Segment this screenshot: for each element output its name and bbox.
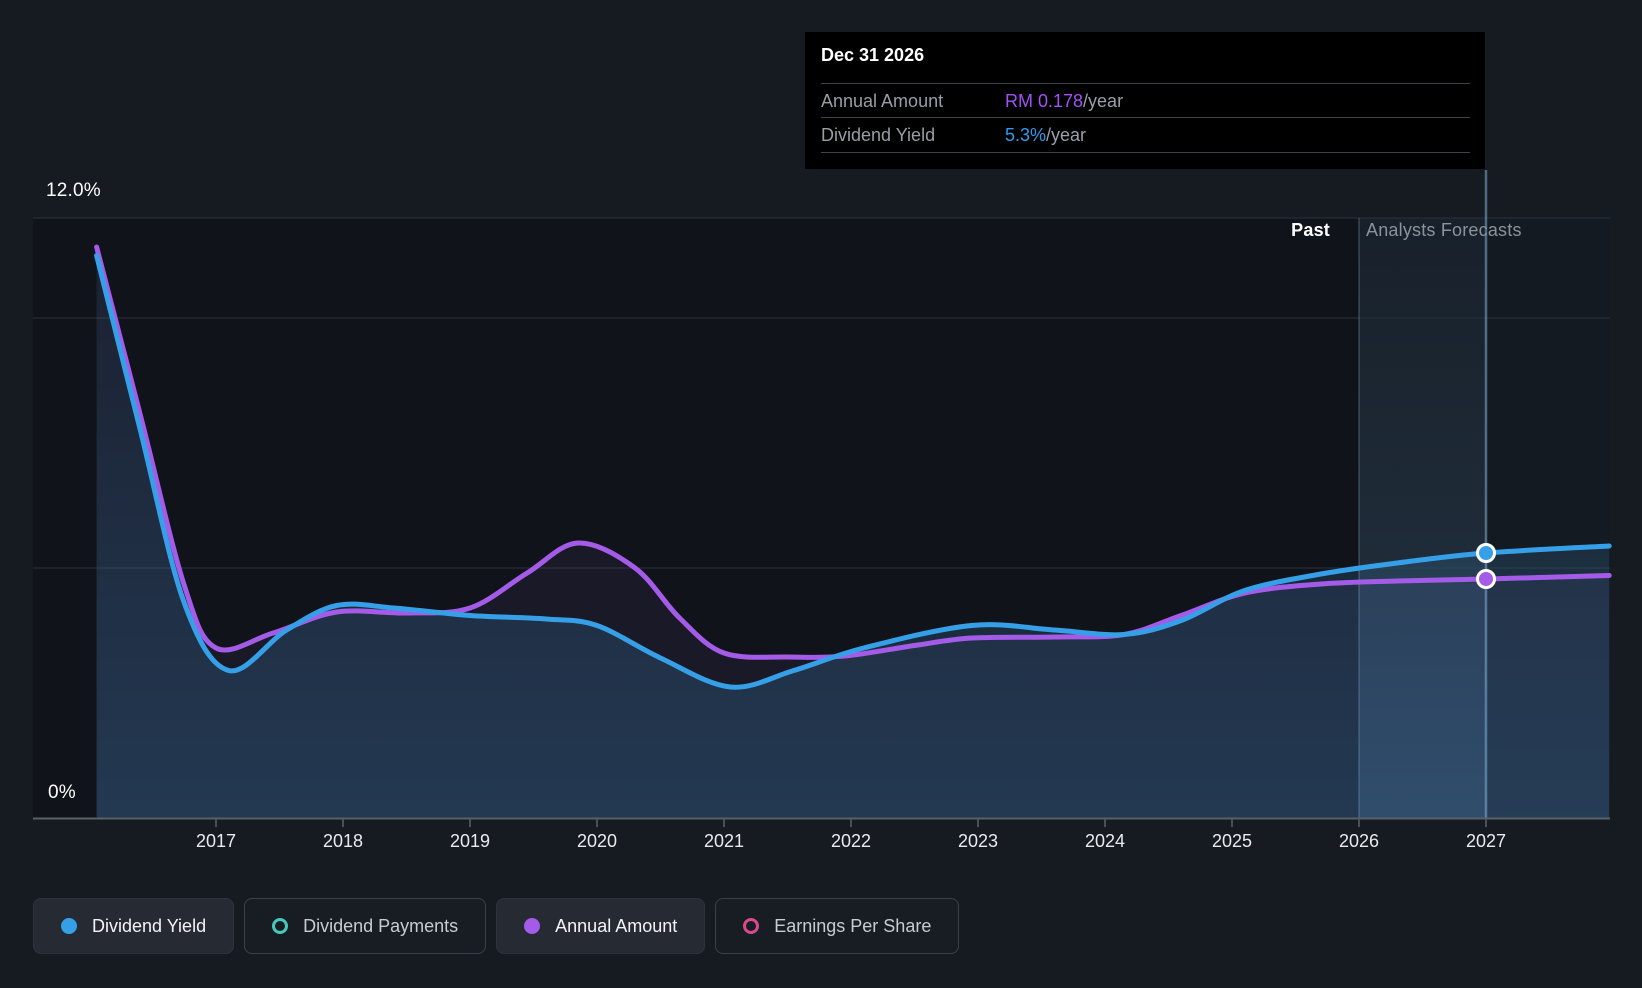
legend-toggle-earnings-per-share[interactable]: Earnings Per Share <box>715 898 960 954</box>
past-section-label: Past <box>1291 220 1330 240</box>
legend-label: Dividend Yield <box>92 915 207 936</box>
dividend-yield-suffix: /year <box>1046 125 1087 145</box>
tooltip-divider <box>821 117 1470 118</box>
annual-amount-line <box>94 244 1612 660</box>
dividend-yield-dot-icon <box>61 918 77 934</box>
x-tick-label: 2021 <box>703 831 745 851</box>
legend-toggle-dividend-payments[interactable]: Dividend Payments <box>244 898 487 954</box>
x-tick-label: 2026 <box>1338 831 1380 851</box>
dividend-yield-value: 5.3% <box>1005 125 1047 145</box>
dividend-payments-ring-icon <box>272 918 289 934</box>
annual-amount-suffix: /year <box>1083 91 1124 111</box>
y-axis-zero-label: 0% <box>48 782 76 803</box>
legend-label: Dividend Payments <box>303 915 459 936</box>
dividend-yield-area-fill <box>96 255 1610 819</box>
x-tick-label: 2023 <box>957 831 999 851</box>
x-tick-label: 2025 <box>1211 831 1253 851</box>
tooltip-date: Dec 31 2026 <box>821 45 925 65</box>
legend-toggle-annual-amount[interactable]: Annual Amount <box>496 898 706 954</box>
chart-legend: Dividend Yield Dividend Payments Annual … <box>33 898 960 954</box>
dividend-yield-marker <box>1476 543 1496 563</box>
x-axis-ticks <box>215 819 1487 827</box>
annual-amount-marker <box>1476 569 1496 589</box>
earnings-per-share-ring-icon <box>743 918 760 934</box>
tooltip-row-label: Annual Amount <box>821 91 944 111</box>
legend-label: Annual Amount <box>555 915 678 936</box>
x-tick-label: 2020 <box>576 831 618 851</box>
tooltip-divider <box>821 152 1470 153</box>
tooltip-row-value: 5.3%/year <box>1005 125 1086 146</box>
dividend-yield-line <box>94 253 1612 690</box>
tooltip-row-value: RM 0.178/year <box>1005 91 1123 112</box>
y-axis-top-label: 12.0% <box>46 180 101 201</box>
tooltip-divider <box>821 83 1470 84</box>
x-tick-label: 2027 <box>1465 831 1507 851</box>
hover-tooltip: Dec 31 2026 Annual Amount RM 0.178/year … <box>805 32 1485 169</box>
x-tick-label: 2019 <box>449 831 491 851</box>
x-tick-label: 2018 <box>322 831 364 851</box>
x-tick-label: 2024 <box>1084 831 1126 851</box>
legend-toggle-dividend-yield[interactable]: Dividend Yield <box>33 898 235 954</box>
x-tick-label: 2022 <box>830 831 872 851</box>
forecast-section-label: Analysts Forecasts <box>1366 220 1522 240</box>
annual-amount-value: RM 0.178 <box>1005 91 1084 111</box>
annual-amount-dot-icon <box>524 918 541 934</box>
x-tick-label: 2017 <box>195 831 237 851</box>
legend-label: Earnings Per Share <box>774 915 932 936</box>
tooltip-row-label: Dividend Yield <box>821 125 936 145</box>
